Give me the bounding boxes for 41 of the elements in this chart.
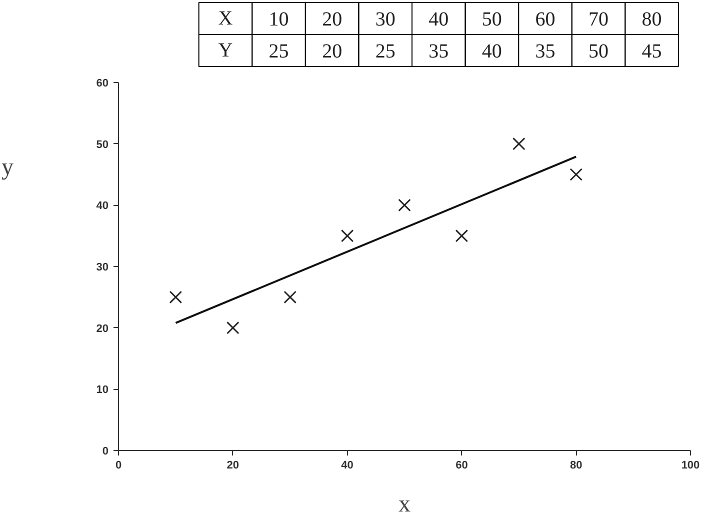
text: Y [218, 40, 233, 62]
y-tick-label: 50 [96, 138, 109, 151]
text: 25 [268, 40, 289, 62]
text: 30 [375, 8, 396, 30]
x-axis-title: x [398, 492, 410, 518]
x-tick-label: 80 [570, 460, 582, 472]
point [284, 290, 297, 304]
x-tick-label: 40 [341, 460, 354, 472]
y-tick-label: 40 [96, 200, 109, 212]
x-tick-label: 60 [456, 460, 468, 472]
point [169, 290, 182, 304]
x-tick-label: 20 [226, 460, 240, 472]
text: 70 [588, 8, 609, 30]
y-tick-label: 10 [96, 384, 109, 396]
text: 50 [482, 8, 502, 30]
text: 40 [482, 40, 502, 62]
x-tick-label: 100 [681, 460, 700, 472]
text: 80 [642, 8, 662, 30]
text: 35 [535, 40, 556, 62]
text: 40 [428, 8, 449, 30]
point [512, 137, 526, 150]
point [340, 229, 354, 242]
text: X [218, 8, 234, 30]
point [455, 229, 468, 242]
point [226, 321, 240, 334]
y-tick-label: 60 [96, 78, 109, 90]
text: 60 [535, 8, 556, 30]
x-tick-label: 0 [115, 460, 122, 472]
text: 45 [642, 40, 662, 62]
point [398, 198, 411, 212]
text: 35 [428, 40, 449, 62]
text: 25 [375, 40, 396, 62]
y-axis-title: y [2, 154, 14, 180]
text: 50 [588, 40, 609, 62]
text: 20 [322, 8, 342, 30]
text: 20 [322, 40, 342, 62]
text: 10 [268, 8, 289, 30]
y-tick-label: 0 [102, 446, 109, 458]
y-tick-label: 20 [96, 322, 109, 335]
point [570, 168, 583, 181]
y-tick-label: 30 [96, 262, 109, 274]
